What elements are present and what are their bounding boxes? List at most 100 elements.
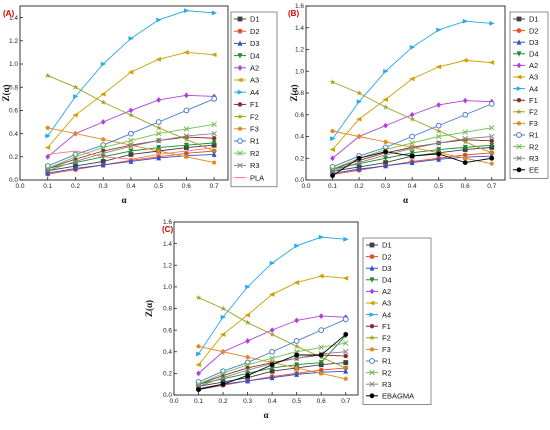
data-point bbox=[211, 136, 217, 141]
data-point bbox=[128, 152, 134, 157]
data-point bbox=[343, 368, 349, 374]
chart-panel-3: 0.0 0.1 0.2 0.3 0.4 0.5 0.6 0.7 0.0 0.2 0.4 0.6 0.8 1… bbox=[144, 219, 432, 420]
legend-item-D2: D2 bbox=[234, 27, 260, 36]
y-tick-label: 1.2 bbox=[163, 262, 172, 269]
data-point bbox=[488, 125, 495, 131]
data-point bbox=[156, 97, 162, 103]
y-tick-label: 0.4 bbox=[295, 134, 304, 141]
data-point bbox=[318, 234, 325, 240]
data-point bbox=[211, 52, 217, 58]
legend-item-A2: A2 bbox=[234, 64, 259, 73]
data-point bbox=[436, 27, 442, 33]
data-point bbox=[156, 145, 162, 151]
data-point bbox=[409, 145, 415, 152]
legend-marker bbox=[516, 74, 522, 80]
data-point bbox=[409, 76, 415, 82]
data-point bbox=[436, 102, 442, 108]
data-point bbox=[100, 159, 106, 164]
data-point bbox=[220, 349, 226, 354]
y-tick-label: 0.8 bbox=[163, 306, 172, 313]
data-point bbox=[44, 72, 51, 79]
data-point bbox=[72, 84, 79, 90]
legend-label: D3 bbox=[529, 38, 539, 47]
y-tick-label: 1.0 bbox=[9, 61, 18, 68]
legend-item-D1: D1 bbox=[234, 15, 260, 24]
legend-item-D3: D3 bbox=[234, 39, 260, 48]
data-point bbox=[318, 327, 325, 334]
x-tick-label: 0.5 bbox=[154, 183, 163, 190]
y-tick-label: 0.0 bbox=[295, 177, 304, 184]
legend-marker bbox=[237, 89, 243, 95]
data-point bbox=[211, 140, 217, 146]
data-point bbox=[435, 133, 442, 140]
legend-label: EE bbox=[529, 166, 539, 175]
data-point bbox=[72, 112, 78, 118]
legend-label: A4 bbox=[250, 88, 259, 97]
data-point bbox=[100, 99, 107, 105]
y-tick-label: 0.6 bbox=[163, 327, 172, 334]
panel-label: (B) bbox=[288, 9, 299, 18]
data-point bbox=[318, 344, 324, 351]
data-point bbox=[100, 119, 106, 125]
series-R3 bbox=[44, 130, 217, 174]
legend-label: F3 bbox=[529, 119, 538, 128]
legend-item-F1: F1 bbox=[513, 96, 538, 105]
data-point bbox=[356, 166, 362, 172]
y-tick-label: 0.2 bbox=[295, 155, 304, 162]
legend-marker bbox=[369, 369, 375, 376]
data-point bbox=[489, 161, 495, 166]
data-point bbox=[155, 56, 162, 62]
data-point bbox=[409, 150, 415, 156]
legend-marker bbox=[236, 113, 244, 120]
legend-item-R3: R3 bbox=[366, 380, 392, 389]
legend-marker bbox=[516, 143, 522, 150]
legend-label: F2 bbox=[382, 334, 391, 343]
y-tick-label: 0.4 bbox=[9, 131, 18, 138]
data-point bbox=[244, 312, 250, 318]
legend-item-F2: F2 bbox=[513, 108, 538, 117]
data-point bbox=[44, 145, 51, 150]
data-point bbox=[435, 140, 442, 146]
data-point bbox=[183, 136, 190, 142]
legend-marker bbox=[369, 324, 375, 329]
legend-label: A2 bbox=[250, 64, 259, 73]
data-point bbox=[343, 354, 349, 359]
data-point bbox=[100, 61, 107, 67]
legend-marker bbox=[369, 358, 375, 364]
data-point bbox=[293, 338, 300, 344]
data-point bbox=[220, 314, 227, 320]
data-point bbox=[211, 147, 218, 154]
legend-item-D2: D2 bbox=[513, 26, 539, 35]
legend-label: R3 bbox=[250, 161, 260, 170]
legend-label: D2 bbox=[250, 27, 260, 36]
data-point bbox=[211, 151, 217, 157]
y-tick-label: 0.4 bbox=[163, 349, 172, 356]
data-point bbox=[330, 173, 335, 179]
data-point bbox=[245, 338, 250, 344]
legend-marker bbox=[369, 288, 375, 295]
x-tick-label: 0.7 bbox=[210, 183, 219, 190]
data-point bbox=[409, 140, 415, 146]
legend-label: A4 bbox=[529, 84, 538, 93]
legend-marker bbox=[515, 108, 523, 115]
data-point bbox=[343, 360, 349, 365]
data-point bbox=[196, 351, 202, 357]
data-point bbox=[100, 91, 106, 97]
legend-item-D4: D4 bbox=[513, 50, 539, 59]
data-point bbox=[356, 134, 362, 139]
data-point bbox=[462, 111, 469, 118]
legend-marker bbox=[368, 334, 376, 341]
data-point bbox=[72, 154, 79, 160]
data-point bbox=[294, 362, 300, 368]
series-PLA bbox=[47, 147, 215, 160]
data-point bbox=[343, 332, 349, 337]
data-point bbox=[269, 365, 275, 371]
data-point bbox=[409, 159, 415, 165]
legend-item-R1: R1 bbox=[366, 357, 392, 366]
legend: D1 D2 D3 D4 A2 A3 A4 F1 F2 F3 R1 R2 R3 EE bbox=[509, 11, 549, 179]
data-point bbox=[329, 147, 335, 152]
legend-marker bbox=[237, 28, 243, 34]
x-tick-label: 0.1 bbox=[194, 398, 203, 405]
data-point bbox=[183, 126, 190, 132]
data-point bbox=[330, 136, 336, 142]
